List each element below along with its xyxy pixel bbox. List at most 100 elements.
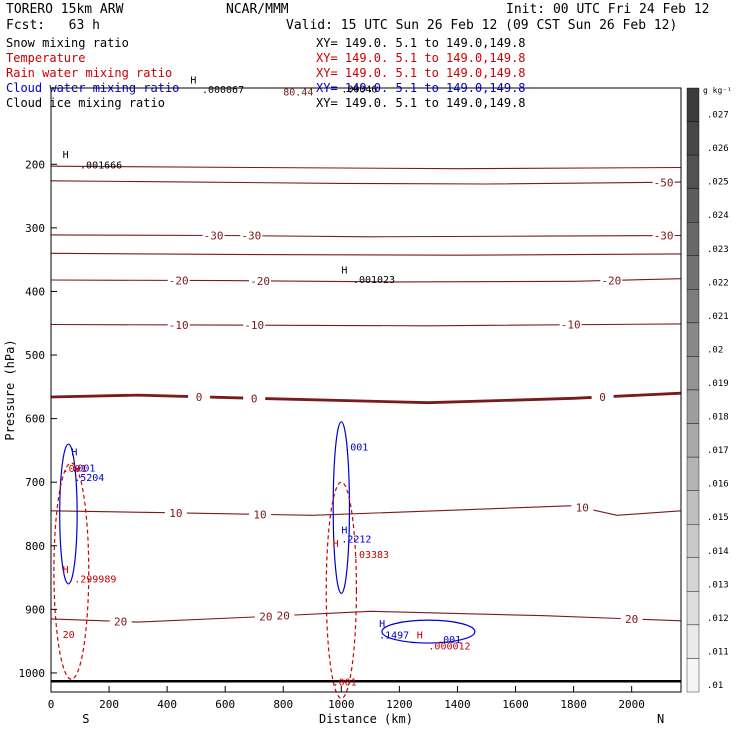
isotherm-0 bbox=[50, 180, 682, 185]
colorbar-cell-3 bbox=[686, 188, 700, 223]
y-axis-label: Pressure (hPa) bbox=[3, 339, 17, 440]
colorbar-label-15: .012 bbox=[707, 614, 729, 624]
colorbar-cell-6 bbox=[686, 289, 700, 324]
colorbar-cell-16 bbox=[686, 624, 700, 659]
colorbar-cell-9 bbox=[686, 389, 700, 424]
legend-label-0: Snow mixing ratio bbox=[6, 36, 129, 50]
y-tick-label-2: 400 bbox=[25, 285, 45, 298]
isotherm-label-4-1: -20 bbox=[250, 275, 270, 288]
cloud-water-label-4: H bbox=[341, 526, 347, 537]
colorbar-cell-4 bbox=[686, 222, 700, 256]
colorbar-label-8: .019 bbox=[707, 379, 729, 389]
colorbar-label-14: .013 bbox=[707, 580, 729, 590]
colorbar-cell-5 bbox=[686, 255, 700, 290]
x-end-label-right: N bbox=[657, 712, 664, 726]
isotherm-label-5-2: -10 bbox=[561, 319, 581, 332]
legend-label-4: Cloud ice mixing ratio bbox=[6, 96, 165, 110]
isotherm-label-7-0: 10 bbox=[169, 507, 182, 520]
x-tick-label-8: 1600 bbox=[502, 698, 529, 711]
colorbar-cell-17 bbox=[686, 658, 700, 693]
colorbar-label-6: .021 bbox=[707, 312, 729, 322]
isotherm-label-4-0: -20 bbox=[169, 274, 189, 287]
colorbar-cell-12 bbox=[686, 490, 700, 525]
x-tick-label-3: 600 bbox=[215, 698, 235, 711]
isotherm-label-bg-2-1 bbox=[240, 229, 263, 242]
isotherm-label-bg-8-1 bbox=[254, 610, 277, 623]
isotherm-label-2-1: -30 bbox=[241, 230, 261, 243]
snow-label-2: H bbox=[63, 150, 69, 161]
x-axis-label: Distance (km) bbox=[319, 712, 413, 726]
legend: Snow mixing ratio XY= 149.0. 5.1 to 149.0… bbox=[6, 36, 526, 110]
isotherm-label-5-0: -10 bbox=[169, 319, 189, 332]
colorbar-cell-13 bbox=[686, 524, 700, 558]
isotherm-label-bg-8-2 bbox=[272, 609, 295, 622]
colorbar-unit: g kg⁻¹ bbox=[703, 86, 732, 95]
x-tick-label-2: 400 bbox=[157, 698, 177, 711]
colorbar-cell-1 bbox=[686, 121, 700, 156]
isotherm-label-6-0: 0 bbox=[196, 391, 203, 404]
isotherm-label-6-1: 0 bbox=[251, 392, 258, 405]
snow-label-0: H bbox=[190, 76, 196, 87]
colorbar-label-2: .025 bbox=[707, 178, 729, 188]
isotherm-label-bg-5-2 bbox=[559, 318, 582, 331]
x-tick-label-6: 1200 bbox=[386, 698, 413, 711]
colorbar-label-5: .022 bbox=[707, 278, 729, 288]
x-tick-label-7: 1400 bbox=[444, 698, 471, 711]
colorbar-cell-0 bbox=[686, 87, 700, 122]
isotherm-label-8-0: 20 bbox=[114, 615, 127, 628]
colorbar-label-16: .011 bbox=[707, 647, 729, 657]
rain-label-0: .001 bbox=[63, 464, 87, 475]
isotherm-label-2-0: -30 bbox=[204, 229, 224, 242]
cloud-water-label-2: .5204 bbox=[74, 473, 104, 484]
axes: 0 200 400 600 800 1000 1200 1400 1600 1800 2000Dis… bbox=[3, 87, 682, 726]
mixing-contour-2 bbox=[381, 619, 476, 644]
colorbar-cell-8 bbox=[686, 356, 700, 391]
isotherm-label-8-2: 20 bbox=[277, 610, 290, 623]
plot-frame bbox=[50, 87, 682, 693]
colorbar-label-9: .018 bbox=[707, 413, 729, 423]
header-init: Init: 00 UTC Fri 24 Feb 12 bbox=[506, 2, 710, 17]
x-tick-label-10: 2000 bbox=[618, 698, 645, 711]
isotherm-label-bg-8-0 bbox=[109, 615, 132, 628]
colorbar-cell-15 bbox=[686, 591, 700, 626]
colorbar-label-4: .023 bbox=[707, 245, 729, 255]
y-tick-label-8: 1000 bbox=[19, 667, 46, 680]
isotherm-label-bg-2-0 bbox=[202, 229, 225, 242]
x-tick-label-4: 800 bbox=[273, 698, 293, 711]
x-tick-label-0: 0 bbox=[48, 698, 55, 711]
snow-label-1: .000067 bbox=[202, 85, 244, 96]
isotherm-3 bbox=[50, 252, 682, 256]
rain-label-4: H bbox=[333, 539, 339, 550]
cloud-water-label-8: .001 bbox=[437, 635, 461, 646]
isotherm-label-bg-7-2 bbox=[571, 501, 594, 514]
colorbar-cell-10 bbox=[686, 423, 700, 458]
isotherm-6 bbox=[50, 391, 682, 405]
isotherm-2 bbox=[50, 234, 682, 238]
mixing-contour-4 bbox=[325, 481, 358, 699]
cloud-ice-label: 80.44 bbox=[283, 88, 313, 99]
isotherm-label-8-1: 20 bbox=[259, 610, 272, 623]
cloud-water-label-0: H bbox=[71, 447, 77, 458]
x-end-label-left: S bbox=[82, 712, 89, 726]
isotherm-label-7-2: 10 bbox=[576, 502, 589, 515]
y-tick-label-7: 900 bbox=[25, 603, 45, 616]
colorbar-label-11: .016 bbox=[707, 480, 729, 490]
mixing-contour-0 bbox=[59, 443, 78, 585]
colorbar: .027 .026 .025 .024 .023 .022 .021 .02 .019 .018.… bbox=[686, 86, 732, 693]
legend-range-2: XY= 149.0. 5.1 to 149.0,149.8 bbox=[316, 66, 526, 80]
isotherm-label-7-1: 10 bbox=[253, 508, 266, 521]
y-tick-label-0: 200 bbox=[25, 158, 45, 171]
isotherm-label-bg-8-3 bbox=[620, 612, 643, 625]
colorbar-label-10: .017 bbox=[707, 446, 729, 456]
cloud-water-label-3: .001 bbox=[344, 442, 368, 453]
isotherm-label-bg-4-0 bbox=[167, 274, 190, 287]
colorbar-label-13: .014 bbox=[707, 547, 729, 557]
rain-label-2: .299989 bbox=[74, 575, 116, 586]
x-tick-label-5: 1000 bbox=[328, 698, 355, 711]
colorbar-label-0: .027 bbox=[707, 111, 729, 121]
isotherm-label-bg-6-1 bbox=[243, 392, 266, 405]
isotherm-label-bg-7-1 bbox=[249, 508, 272, 521]
isotherm-label-bg-6-2 bbox=[591, 390, 614, 403]
